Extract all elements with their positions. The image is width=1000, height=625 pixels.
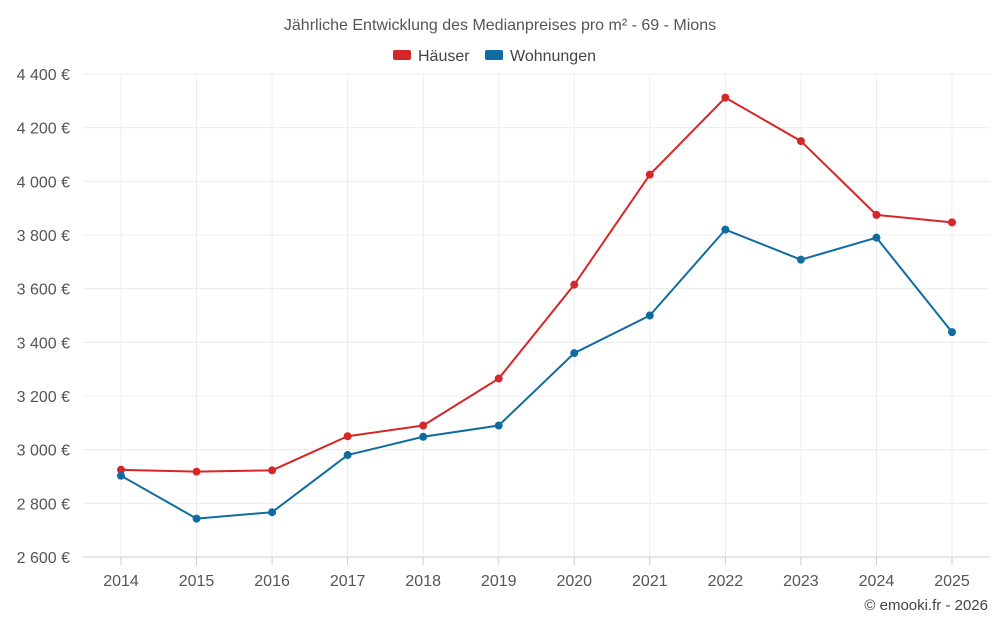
x-tick-label: 2018: [405, 573, 441, 590]
data-point[interactable]: [192, 514, 201, 523]
data-point[interactable]: [192, 467, 201, 476]
y-tick-label: 4 200 €: [17, 121, 70, 138]
data-point[interactable]: [645, 311, 654, 320]
legend-swatch: [485, 50, 503, 60]
series-line: [120, 96, 953, 473]
y-tick-label: 3 400 €: [17, 335, 70, 352]
x-tick-label: 2024: [859, 573, 895, 590]
series-line: [120, 228, 953, 520]
data-point[interactable]: [343, 432, 352, 441]
data-point[interactable]: [268, 508, 277, 517]
data-point[interactable]: [872, 210, 881, 219]
x-tick-label: 2017: [330, 573, 366, 590]
data-point[interactable]: [570, 280, 579, 289]
legend-item[interactable]: Häuser: [393, 48, 470, 65]
x-tick-label: 2023: [783, 573, 819, 590]
data-point[interactable]: [268, 466, 277, 475]
y-tick-label: 2 800 €: [17, 496, 70, 513]
x-tick-label: 2021: [632, 573, 668, 590]
series-group: [117, 93, 956, 523]
y-tick-label: 4 000 €: [17, 174, 70, 191]
data-point[interactable]: [948, 218, 956, 227]
y-tick-label: 3 600 €: [17, 282, 70, 299]
x-tick-label: 2020: [556, 573, 592, 590]
chart-title: Jährliche Entwicklung des Medianpreises …: [284, 17, 716, 34]
data-point[interactable]: [645, 170, 654, 179]
x-tick-label: 2022: [708, 573, 744, 590]
data-point[interactable]: [570, 349, 579, 358]
data-point[interactable]: [117, 465, 125, 474]
x-tick-label: 2015: [179, 573, 215, 590]
legend-item[interactable]: Wohnungen: [485, 48, 596, 65]
data-point[interactable]: [872, 233, 881, 242]
y-tick-label: 3 800 €: [17, 228, 70, 245]
x-axis: 2014 2015 2016 2017 2018 2019 2020 2021 2022 2023…: [103, 557, 970, 590]
data-point[interactable]: [721, 225, 730, 234]
data-point[interactable]: [796, 255, 805, 264]
legend: Häuser Wohnungen: [393, 48, 596, 65]
legend-label: Wohnungen: [510, 48, 596, 65]
grid: [83, 73, 990, 558]
data-point[interactable]: [419, 421, 428, 430]
data-point[interactable]: [948, 328, 956, 337]
legend-label: Häuser: [418, 48, 470, 65]
y-tick-label: 4 400 €: [17, 67, 70, 84]
data-point[interactable]: [117, 471, 125, 480]
data-point[interactable]: [494, 421, 503, 430]
x-tick-label: 2014: [103, 573, 139, 590]
data-point[interactable]: [796, 137, 805, 146]
data-point[interactable]: [343, 451, 352, 460]
y-tick-label: 3 200 €: [17, 389, 70, 406]
legend-swatch: [393, 50, 411, 60]
credit-text: © emooki.fr - 2026: [864, 597, 988, 614]
x-tick-label: 2016: [254, 573, 290, 590]
data-point[interactable]: [721, 93, 730, 102]
data-point[interactable]: [494, 374, 503, 383]
x-tick-label: 2025: [934, 573, 970, 590]
x-tick-label: 2019: [481, 573, 517, 590]
y-tick-label: 3 000 €: [17, 443, 70, 460]
data-point[interactable]: [419, 432, 428, 441]
y-tick-label: 2 600 €: [17, 550, 70, 567]
y-axis: 2 600 € 2 800 € 3 000 € 3 200 € 3 400 € 3 600…: [17, 67, 70, 567]
